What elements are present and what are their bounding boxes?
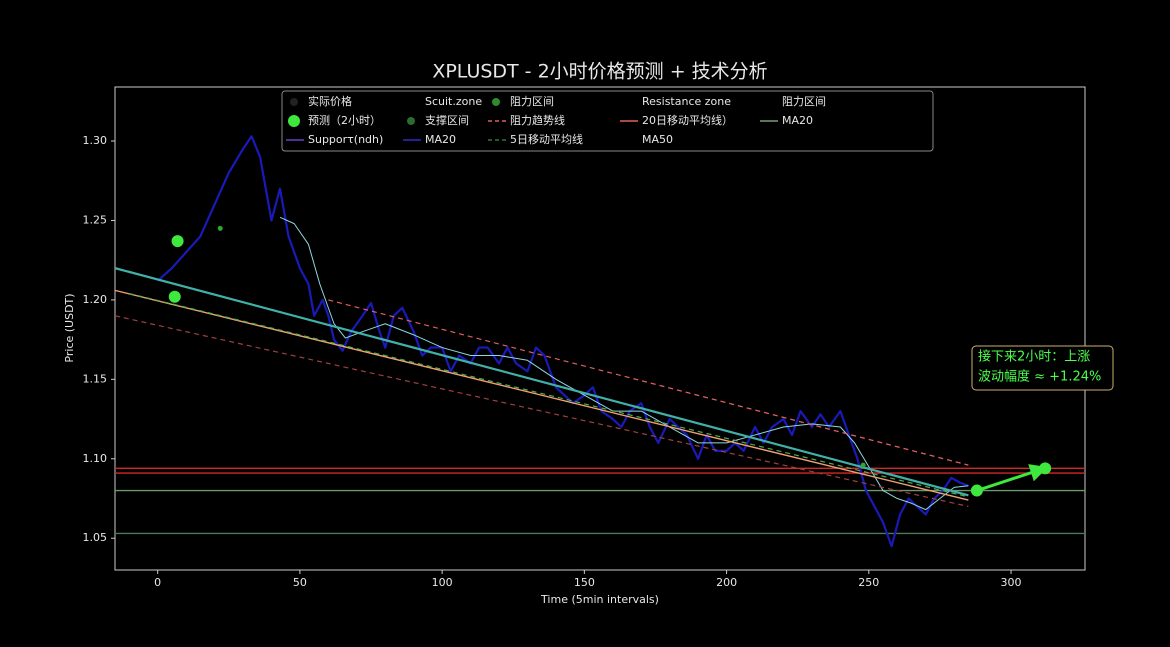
forecast-arrow <box>976 464 1049 492</box>
x-axis-label: Time (5min intervals) <box>540 593 659 606</box>
chart-title: XPLUSDT - 2小时价格预测 + 技术分析 <box>432 61 767 83</box>
annotation-box <box>971 345 1114 391</box>
y-tick-label: 1.05 <box>83 531 108 544</box>
series-line <box>114 289 969 501</box>
point <box>171 235 184 248</box>
legend-label: 阻力区间 <box>510 95 554 108</box>
x-tick-label: 250 <box>858 576 879 589</box>
series-line <box>114 267 969 497</box>
legend-label: 阻力区间 <box>782 95 826 108</box>
y-tick-label: 1.25 <box>83 213 108 226</box>
legend-label: 预测（2小时） <box>308 114 381 127</box>
annotation-text: 接下来2小时：上涨 <box>978 349 1090 365</box>
y-tick-label: 1.30 <box>83 134 108 147</box>
legend-label: 支撑区间 <box>425 113 469 127</box>
legend-label: 实际价格 <box>308 94 352 108</box>
x-tick-label: 100 <box>432 576 453 589</box>
point <box>860 462 866 468</box>
y-tick-label: 1.20 <box>83 293 108 306</box>
legend-label: Resistance zone <box>642 95 731 108</box>
legend-label: Scuit.zone <box>425 95 482 108</box>
legend-marker <box>407 117 415 125</box>
y-axis-label: Price (USDT) <box>63 293 76 362</box>
point <box>1039 462 1052 475</box>
legend-label: MA20 <box>782 114 813 127</box>
x-tick-label: 200 <box>716 576 737 589</box>
legend-label: Supporτ(ndh) <box>308 133 383 146</box>
x-tick-label: 150 <box>574 576 595 589</box>
x-tick-label: 300 <box>1001 576 1022 589</box>
x-tick-label: 0 <box>154 576 161 589</box>
legend-marker <box>492 98 500 106</box>
legend-label: MA50 <box>642 133 673 146</box>
point <box>217 225 223 231</box>
series-line <box>279 216 969 511</box>
x-tick-label: 50 <box>293 576 307 589</box>
legend-label: 20日移动平均线） <box>642 113 733 127</box>
legend-label: 阻力趋势线 <box>510 113 565 127</box>
point <box>168 290 181 303</box>
plot-frame <box>114 86 1086 571</box>
point <box>970 484 983 497</box>
y-tick-label: 1.10 <box>83 452 108 465</box>
legend-label: MA20 <box>425 133 456 146</box>
legend-marker <box>288 115 300 127</box>
legend-marker <box>290 98 298 106</box>
legend-label: 5日移动平均线 <box>510 132 583 146</box>
legend-box <box>281 90 934 152</box>
y-tick-label: 1.15 <box>83 372 108 385</box>
trend-line <box>328 299 969 466</box>
trend-line <box>114 315 969 508</box>
annotation-text: 波动幅度 ≈ +1.24% <box>978 369 1101 385</box>
